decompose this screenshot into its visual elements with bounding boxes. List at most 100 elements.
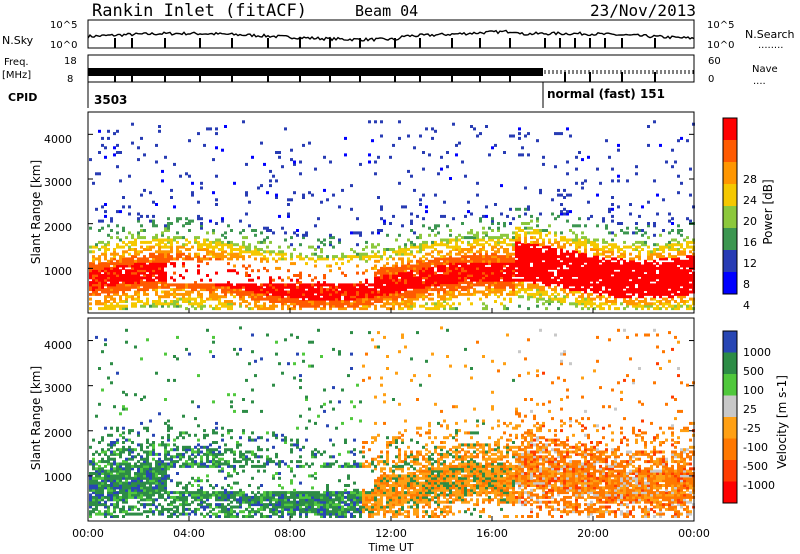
heatmap-cell [536,259,539,263]
heatmap-cell [497,255,500,259]
heatmap-cell [377,292,380,296]
heatmap-cell [272,290,275,294]
heatmap-cell [614,285,617,289]
heatmap-cell [107,300,110,303]
heatmap-cell [536,224,539,228]
heatmap-cell [665,264,668,268]
heatmap-cell [449,259,452,263]
heatmap-cell [452,259,455,263]
heatmap-cell [353,304,356,308]
heatmap-cell [401,278,404,282]
heatmap-cell [410,266,413,270]
heatmap-cell [530,236,533,240]
heatmap-cell [245,236,248,240]
heatmap-cell [254,252,257,256]
heatmap-cell [464,257,467,261]
heatmap-cell [308,285,311,289]
heatmap-cell [104,245,107,249]
freq-left-tick-bottom: 8 [67,74,73,85]
heatmap-cell [188,285,191,289]
heatmap-cell [431,266,434,270]
heatmap-cell [644,300,647,303]
heatmap-cell [443,290,446,294]
heatmap-cell [563,262,566,266]
heatmap-cell [389,222,392,225]
heatmap-cell [116,500,119,504]
heatmap-cell [512,278,515,282]
heatmap-cell [272,250,275,254]
heatmap-cell [686,285,689,289]
heatmap-cell [257,288,260,292]
heatmap-cell [392,276,395,280]
heatmap-cell [377,269,380,273]
heatmap-cell [674,160,677,164]
heatmap-cell [353,288,356,292]
heatmap-cell [506,278,509,282]
heatmap-cell [221,148,224,152]
heatmap-cell [500,285,503,289]
heatmap-cell [512,243,515,247]
heatmap-cell [182,252,185,256]
heatmap-cell [302,300,305,303]
heatmap-cell [614,297,617,301]
heatmap-cell [542,278,545,282]
heatmap-cell [509,274,512,277]
heatmap-cell [521,250,524,254]
heatmap-cell [128,467,131,471]
heatmap-cell [245,271,248,275]
heatmap-cell [167,240,170,244]
heatmap-cell [482,290,485,294]
heatmap-cell [98,512,101,516]
heatmap-cell [563,212,566,216]
heatmap-cell [629,264,632,268]
heatmap-cell [392,283,395,287]
heatmap-cell [476,236,479,240]
heatmap-cell [548,231,551,235]
heatmap-cell [146,283,149,287]
heatmap-cell [119,245,122,249]
heatmap-cell [611,264,614,268]
heatmap-cell [149,493,152,497]
heatmap-cell [137,283,140,287]
heatmap-cell [455,245,458,249]
heatmap-cell [656,276,659,280]
heatmap-cell [449,238,452,242]
heatmap-cell [611,167,614,171]
heatmap-cell [398,245,401,249]
heatmap-cell [314,307,317,311]
heatmap-cell [200,302,203,306]
heatmap-cell [470,250,473,254]
heatmap-cell [623,300,626,303]
heatmap-cell [116,288,119,292]
heatmap-cell [152,264,155,268]
heatmap-cell [269,250,272,254]
heatmap-cell [560,269,563,273]
heatmap-cell [473,238,476,242]
heatmap-cell [224,250,227,254]
heatmap-cell [521,264,524,268]
power-ytick-2000: 2000 [44,221,72,234]
heatmap-cell [212,252,215,256]
heatmap-cell [113,452,116,456]
heatmap-cell [98,460,101,464]
heatmap-cell [602,278,605,282]
heatmap-cell [593,248,596,251]
heatmap-cell [260,141,263,145]
heatmap-cell [110,295,113,299]
heatmap-cell [554,233,557,237]
heatmap-cell [467,200,470,204]
heatmap-cell [242,285,245,289]
heatmap-cell [506,233,509,237]
heatmap-cell [500,302,503,306]
heatmap-cell [95,484,98,487]
heatmap-cell [92,500,95,504]
heatmap-cell [398,285,401,289]
heatmap-cell [272,295,275,299]
heatmap-cell [359,292,362,296]
heatmap-cell [446,276,449,280]
heatmap-cell [497,269,500,273]
heatmap-cell [296,274,299,277]
heatmap-cell [281,165,284,169]
heatmap-cell [98,292,101,296]
heatmap-cell [623,255,626,259]
